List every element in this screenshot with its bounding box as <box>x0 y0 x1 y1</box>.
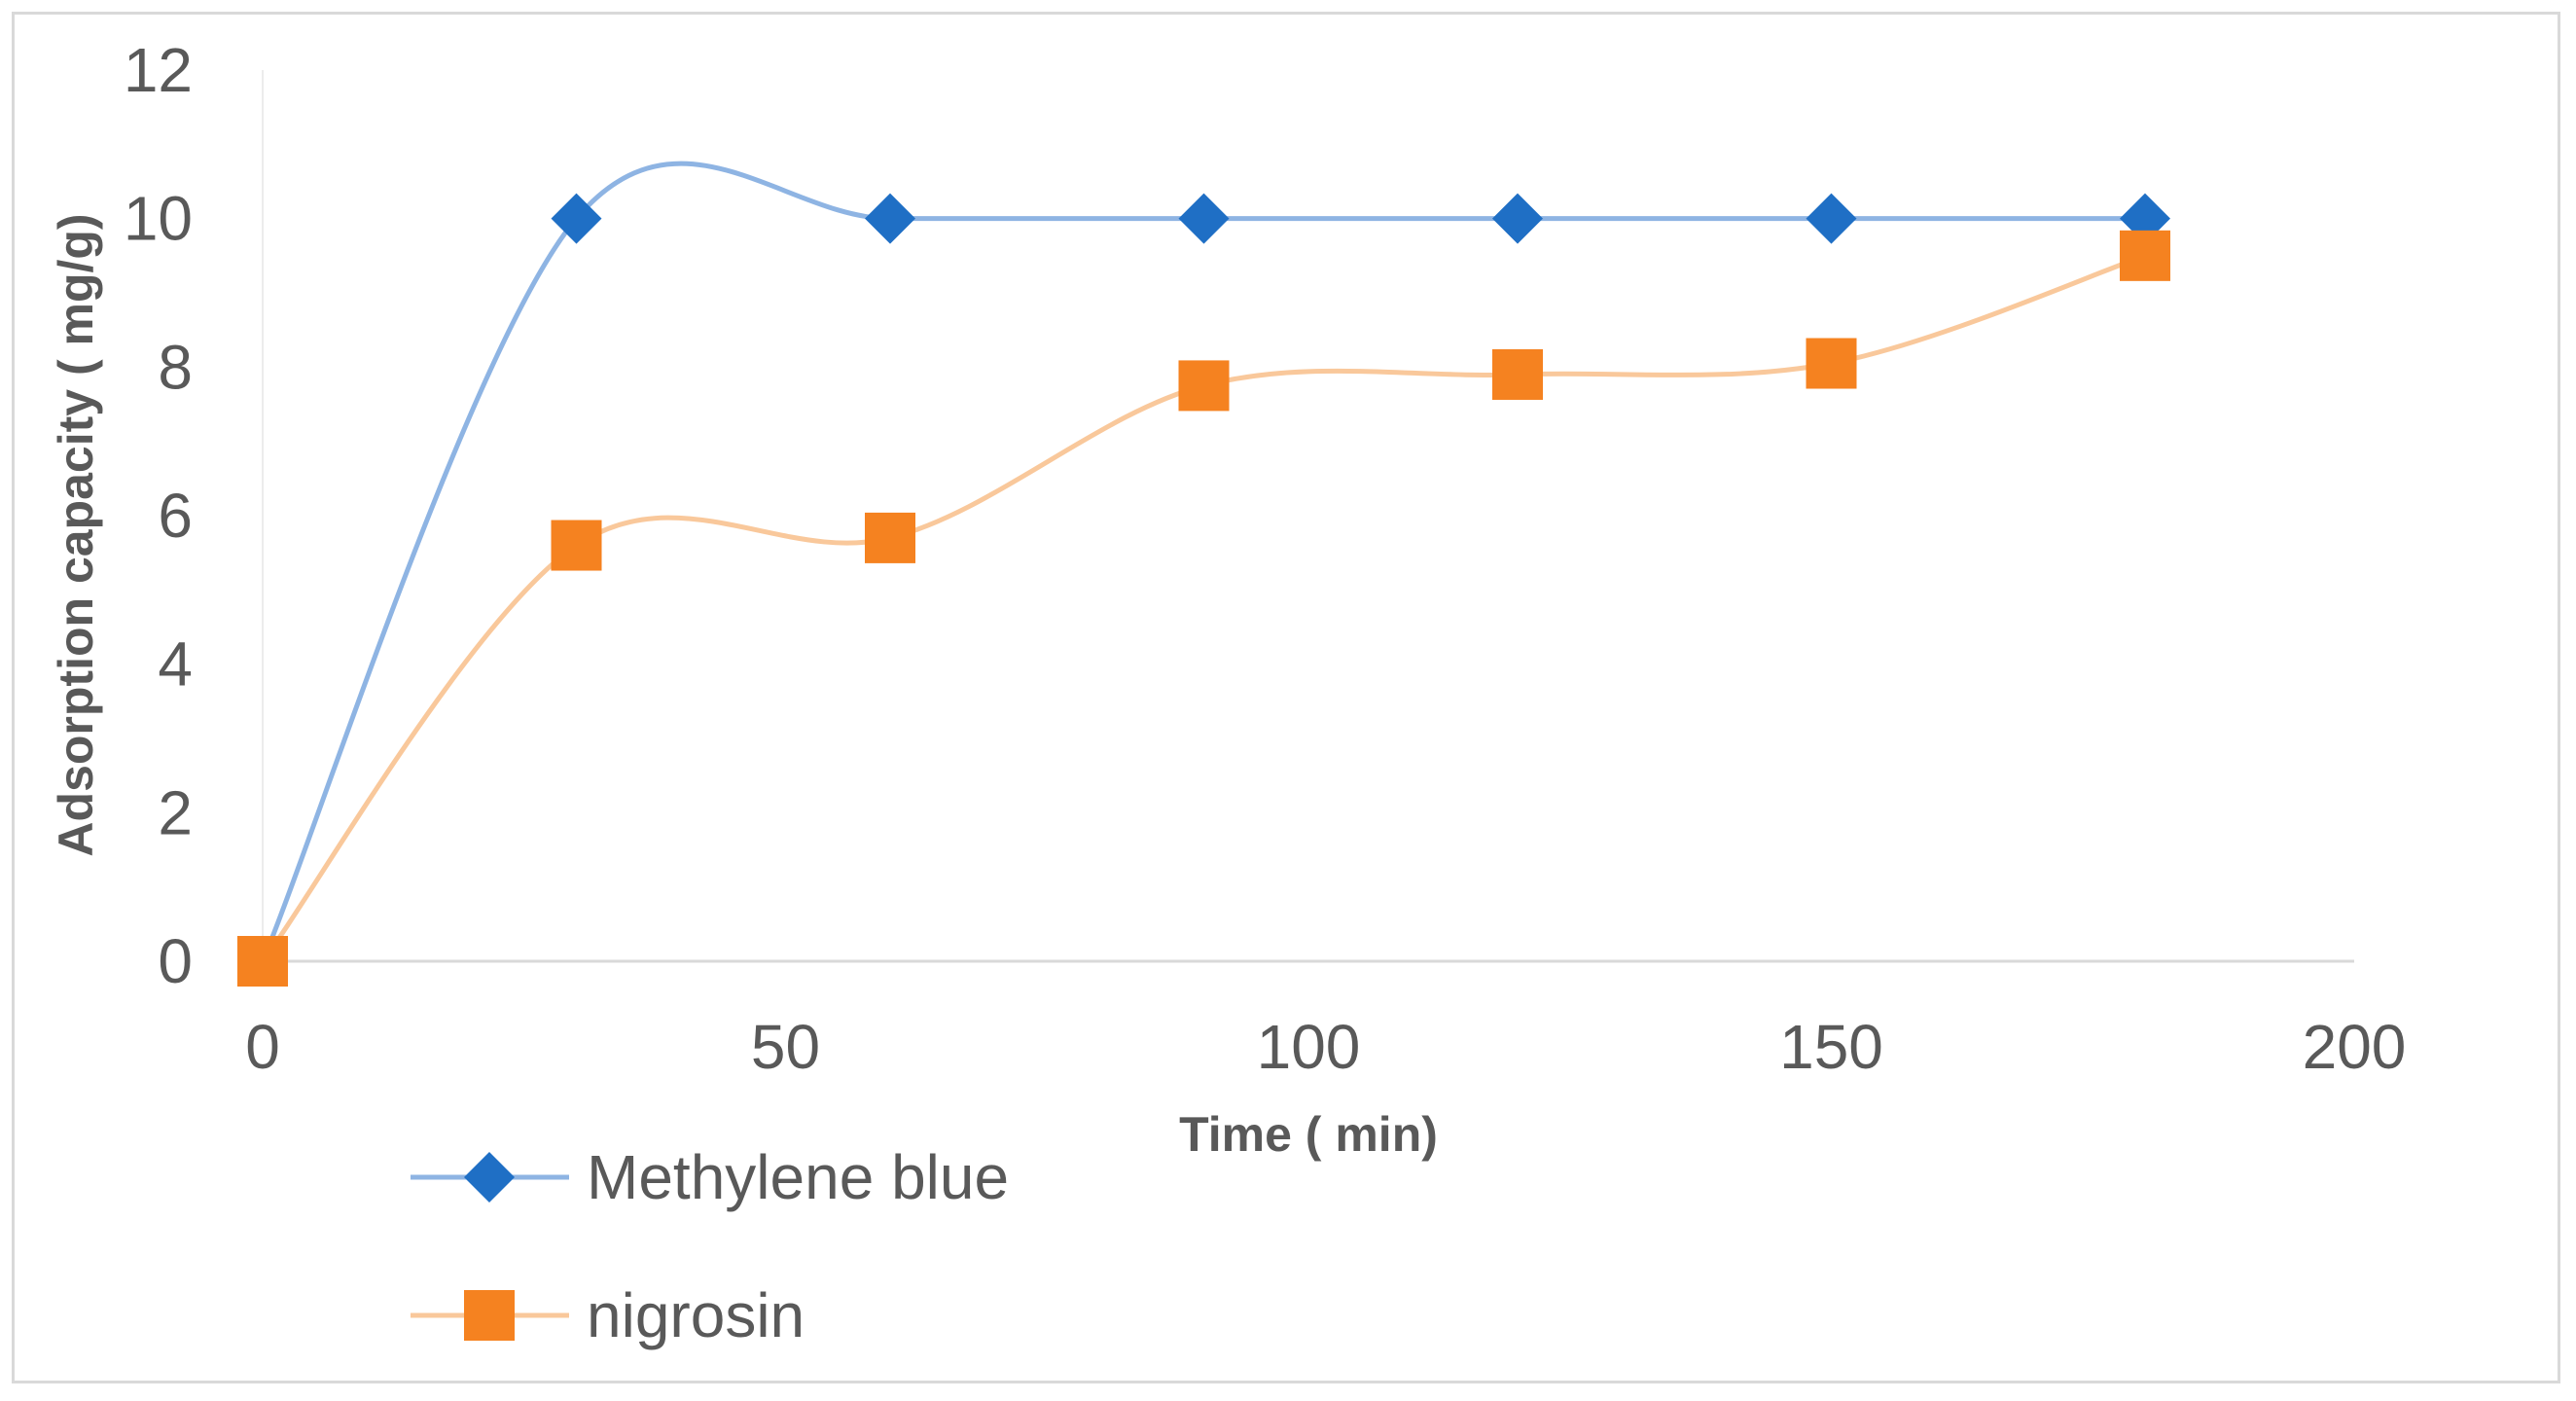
y-tick-label: 12 <box>124 35 193 105</box>
series <box>237 161 2170 987</box>
x-tick-label: 100 <box>1257 1012 1361 1082</box>
data-point-0-4 <box>1492 193 1543 244</box>
x-axis-title: Time ( min) <box>1179 1107 1438 1162</box>
y-tick-label: 6 <box>158 481 193 551</box>
legend-label-0: Methylene blue <box>587 1142 1009 1212</box>
y-tick-label: 0 <box>158 926 193 996</box>
data-point-0-3 <box>1178 193 1230 244</box>
data-point-1-3 <box>1178 360 1230 412</box>
x-tick-label: 0 <box>245 1012 280 1082</box>
data-point-1-5 <box>1806 338 1857 389</box>
x-tick-label: 200 <box>2303 1012 2407 1082</box>
legend-marker-1 <box>464 1290 515 1341</box>
legend-label-1: nigrosin <box>587 1280 805 1350</box>
y-tick-label: 2 <box>158 777 193 847</box>
data-point-0-1 <box>551 193 602 244</box>
axes <box>262 70 2354 963</box>
legend: Methylene blue nigrosin <box>411 1142 1009 1350</box>
legend-marker-0 <box>464 1152 515 1203</box>
y-tick-label: 4 <box>158 629 193 700</box>
y-tick-label: 10 <box>124 184 193 254</box>
data-point-1-6 <box>2120 230 2170 281</box>
y-tick-label: 8 <box>158 332 193 402</box>
data-point-1-4 <box>1492 348 1543 400</box>
x-tick-label: 150 <box>1779 1012 1883 1082</box>
y-axis-title: Adsorption capacity ( mg/g) <box>49 213 103 856</box>
data-point-1-1 <box>551 520 602 571</box>
x-tick-label: 50 <box>751 1012 820 1082</box>
data-point-1-2 <box>865 512 915 563</box>
tick-labels: 0 2 4 6 8 10 12 0 50 100 150 200 <box>124 35 2407 1082</box>
series-line-0 <box>260 161 2145 962</box>
gridlines <box>263 69 2354 814</box>
data-point-0-5 <box>1806 193 1857 244</box>
data-point-1-0 <box>237 936 288 987</box>
data-point-0-2 <box>865 193 915 244</box>
